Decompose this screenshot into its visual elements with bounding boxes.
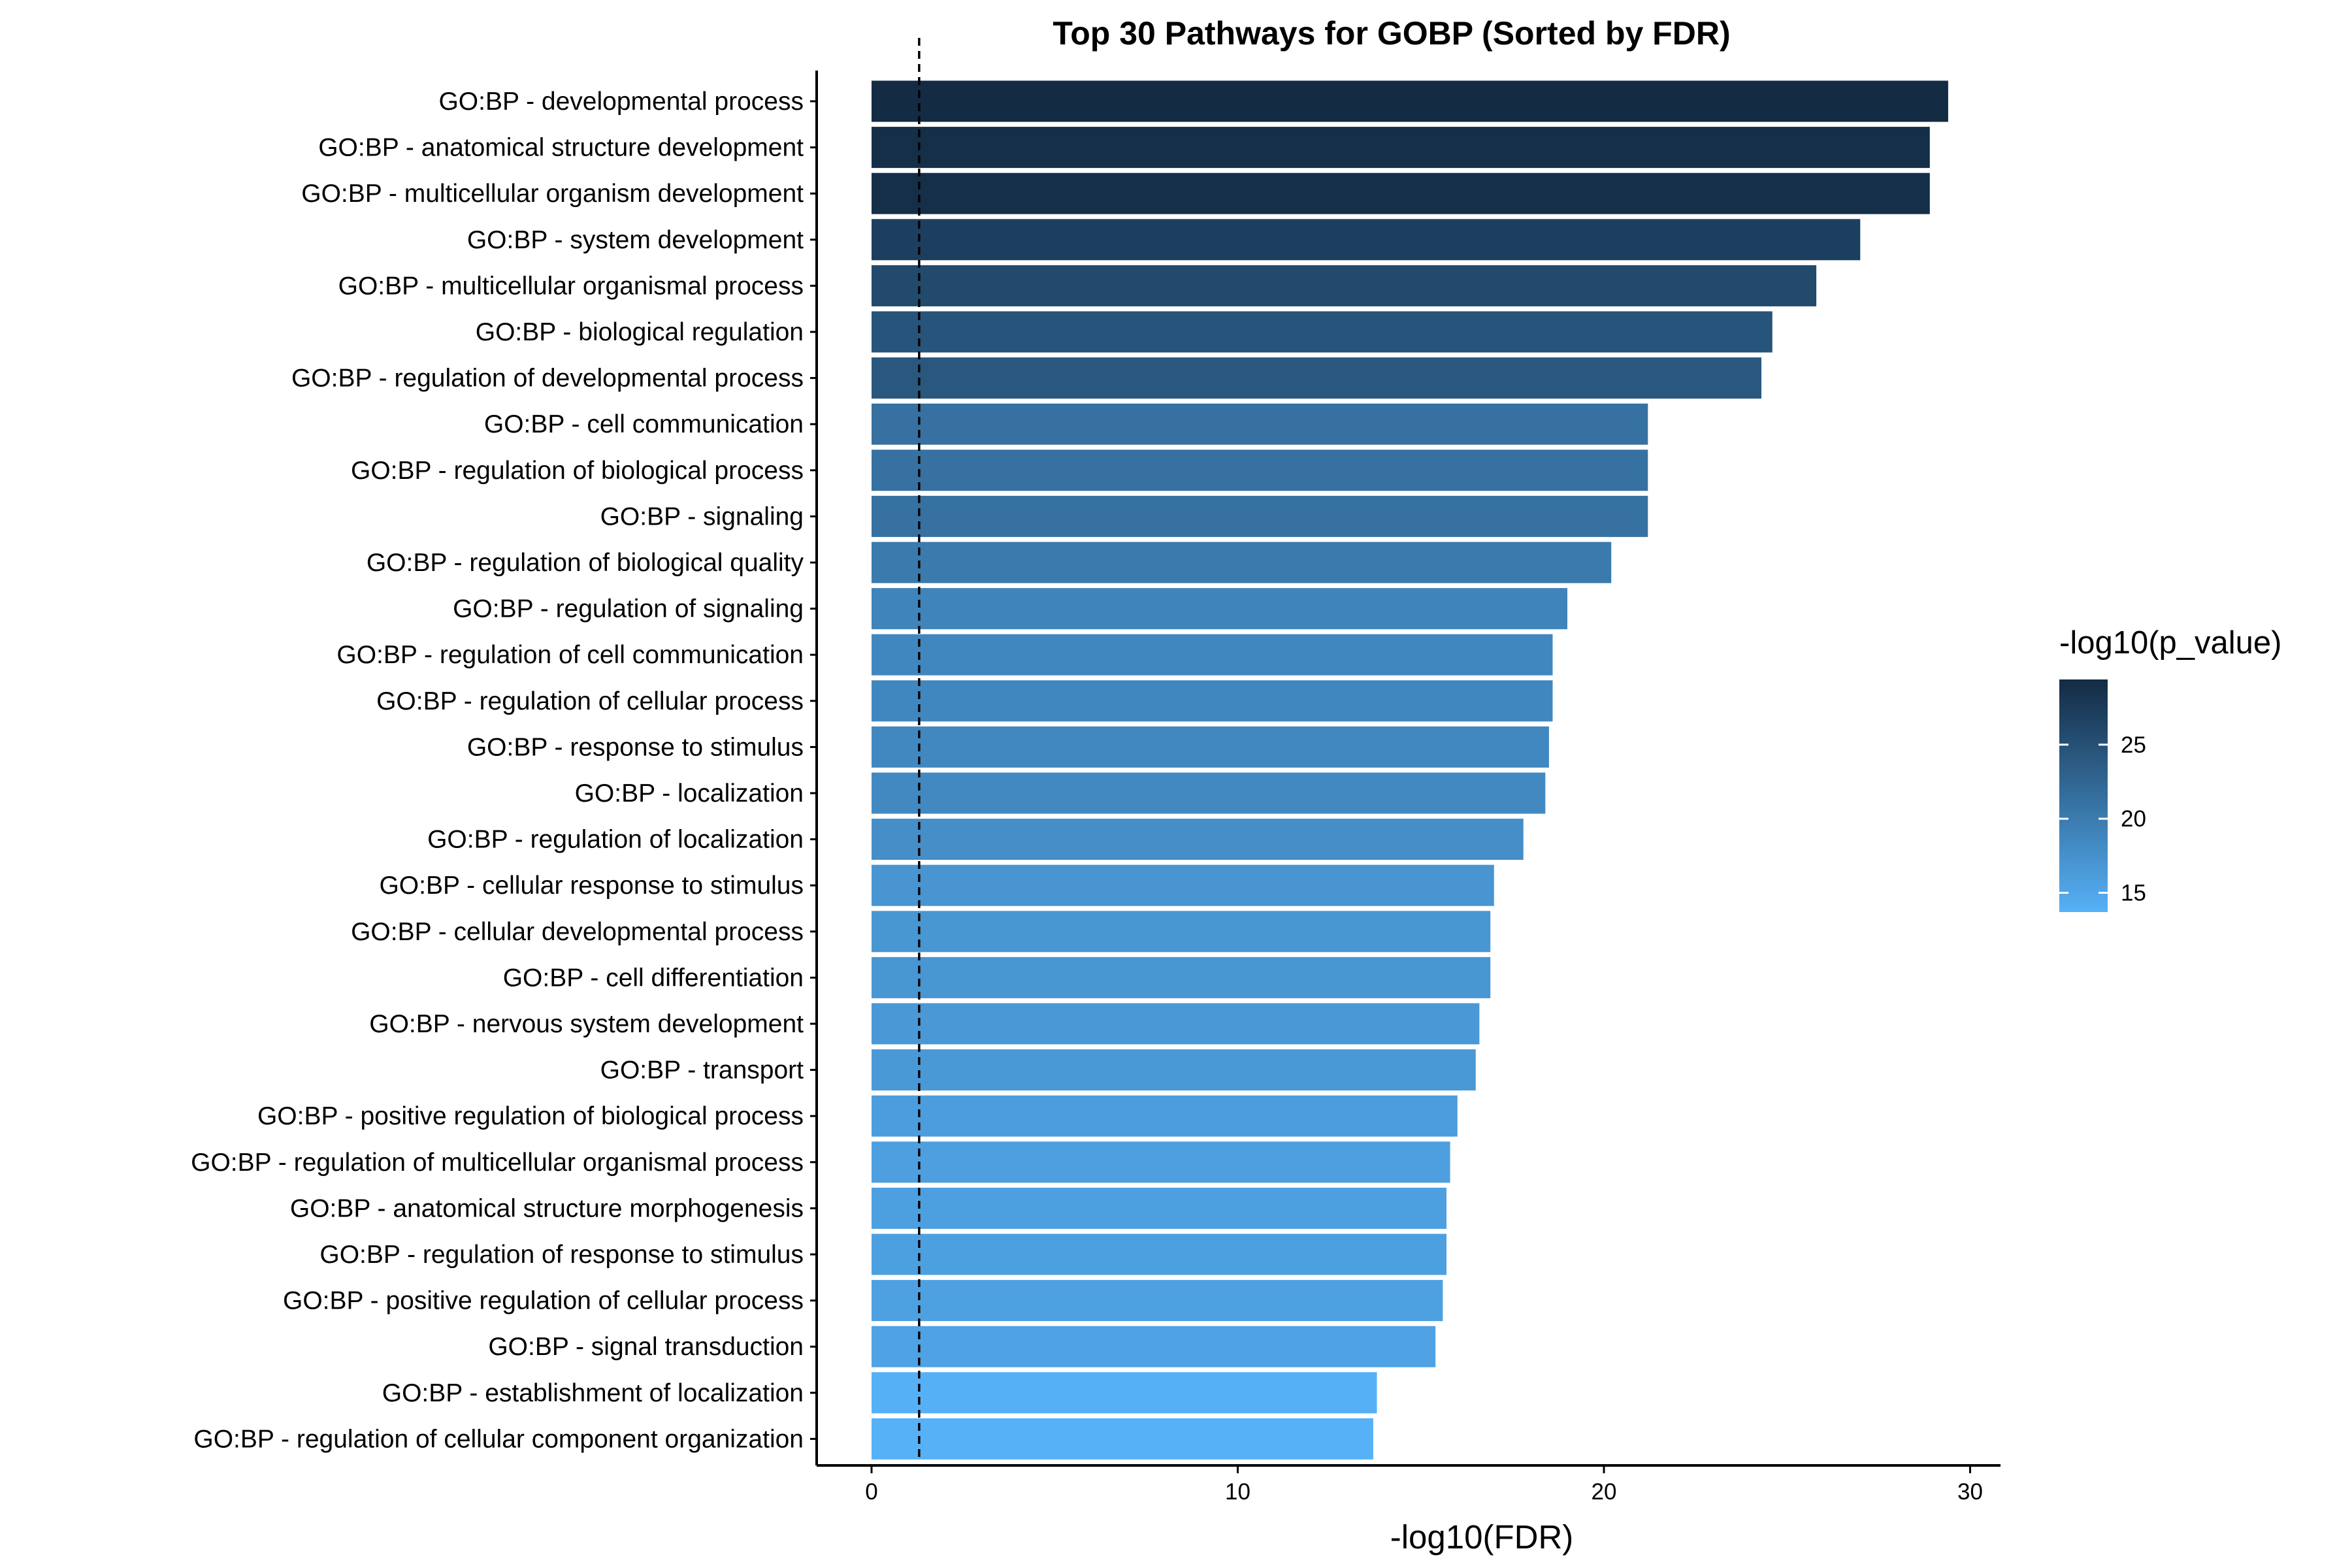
bar xyxy=(872,1418,1373,1460)
category-label: GO:BP - biological regulation xyxy=(476,318,804,346)
bar xyxy=(872,127,1930,169)
bar xyxy=(872,495,1648,537)
x-tick-label: 20 xyxy=(1592,1479,1617,1505)
category-label: GO:BP - system development xyxy=(467,226,804,254)
category-label: GO:BP - anatomical structure morphogenes… xyxy=(290,1194,804,1222)
bar xyxy=(872,403,1648,445)
legend-tick-label: 20 xyxy=(2121,806,2146,832)
bar xyxy=(872,726,1549,768)
category-label: GO:BP - regulation of cellular component… xyxy=(193,1425,804,1453)
x-tick-label: 0 xyxy=(865,1479,877,1505)
bar xyxy=(872,1187,1446,1229)
bar xyxy=(872,1049,1476,1091)
category-label: GO:BP - regulation of localization xyxy=(427,826,804,854)
category-label: GO:BP - establishment of localization xyxy=(382,1379,804,1407)
category-label: GO:BP - developmental process xyxy=(438,88,804,116)
category-label: GO:BP - regulation of cell communication xyxy=(336,641,804,669)
bar xyxy=(872,634,1553,676)
bar xyxy=(872,772,1546,814)
category-label: GO:BP - positive regulation of cellular … xyxy=(283,1287,804,1315)
x-axis-title: -log10(FDR) xyxy=(1390,1518,1574,1556)
bar xyxy=(872,265,1817,306)
category-label: GO:BP - cell differentiation xyxy=(503,964,804,992)
bar xyxy=(872,956,1491,998)
category-label: GO:BP - regulation of cellular process xyxy=(376,687,804,715)
category-label: GO:BP - response to stimulus xyxy=(467,733,804,761)
bar xyxy=(872,1003,1480,1045)
bar xyxy=(872,911,1491,953)
category-label: GO:BP - multicellular organism developme… xyxy=(301,180,804,208)
legend-tick-label: 15 xyxy=(2121,881,2146,906)
bar xyxy=(872,1233,1446,1275)
category-label: GO:BP - regulation of response to stimul… xyxy=(319,1241,804,1269)
plot-area: GO:BP - developmental process GO:BP - ana… xyxy=(191,38,2001,1505)
category-label: GO:BP - localization xyxy=(575,779,804,808)
bar xyxy=(872,1372,1377,1414)
category-label: GO:BP - signal transduction xyxy=(488,1333,804,1361)
bar xyxy=(872,1280,1443,1322)
bar xyxy=(872,357,1761,399)
category-label: GO:BP - regulation of biological quality xyxy=(367,549,804,577)
bar xyxy=(872,80,1948,122)
bar xyxy=(872,588,1567,630)
bar xyxy=(872,219,1861,261)
category-label: GO:BP - transport xyxy=(600,1056,804,1085)
legend-tick-label: 25 xyxy=(2121,732,2146,758)
category-label: GO:BP - regulation of developmental proc… xyxy=(291,365,804,393)
bar xyxy=(872,819,1524,860)
bar xyxy=(872,542,1612,583)
category-label: GO:BP - nervous system development xyxy=(369,1010,804,1038)
category-label: GO:BP - regulation of multicellular orga… xyxy=(191,1149,804,1177)
x-tick-label: 10 xyxy=(1225,1479,1250,1505)
category-label: GO:BP - signaling xyxy=(600,502,804,531)
legend-colorbar xyxy=(2059,679,2108,912)
color-legend: -log10(p_value) 15 20 25 xyxy=(2059,625,2282,912)
bar xyxy=(872,864,1494,906)
bar xyxy=(872,1141,1450,1183)
bar xyxy=(872,172,1930,214)
category-label: GO:BP - positive regulation of biologica… xyxy=(257,1102,804,1130)
category-label: GO:BP - regulation of biological process xyxy=(351,457,804,485)
bar xyxy=(872,449,1648,491)
bar xyxy=(872,311,1772,353)
category-label: GO:BP - anatomical structure development xyxy=(318,134,804,162)
x-tick-label: 30 xyxy=(1957,1479,1983,1505)
category-label: GO:BP - regulation of signaling xyxy=(453,595,804,623)
category-label: GO:BP - cell communication xyxy=(484,410,804,438)
legend-title: -log10(p_value) xyxy=(2059,625,2282,661)
chart-title: Top 30 Pathways for GOBP (Sorted by FDR) xyxy=(1053,15,1730,52)
category-label: GO:BP - cellular response to stimulus xyxy=(379,872,804,900)
bar xyxy=(872,680,1553,722)
bar xyxy=(872,1095,1458,1137)
category-label: GO:BP - multicellular organismal process xyxy=(338,272,804,300)
bar xyxy=(872,1326,1436,1367)
category-label: GO:BP - cellular developmental process xyxy=(351,918,804,946)
